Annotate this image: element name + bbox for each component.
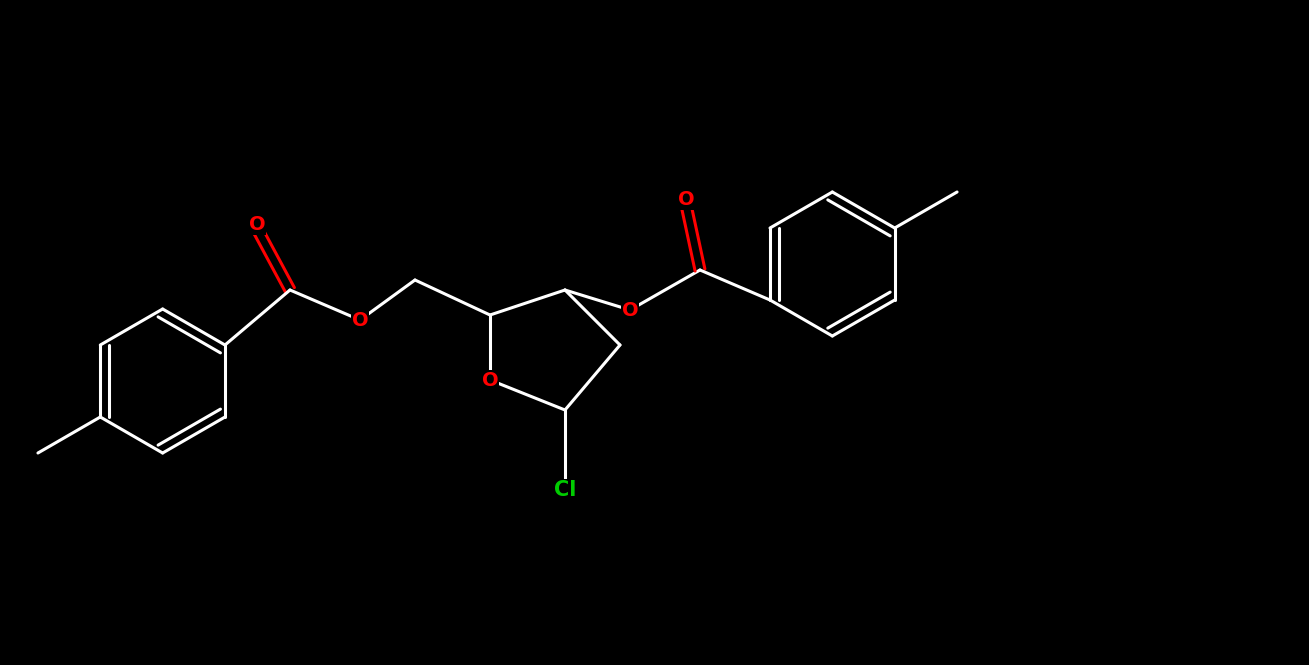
Text: Cl: Cl	[554, 480, 576, 500]
Text: O: O	[678, 190, 694, 209]
Text: O: O	[352, 311, 368, 329]
Text: O: O	[622, 301, 639, 319]
Text: O: O	[249, 215, 266, 235]
Text: O: O	[482, 370, 499, 390]
